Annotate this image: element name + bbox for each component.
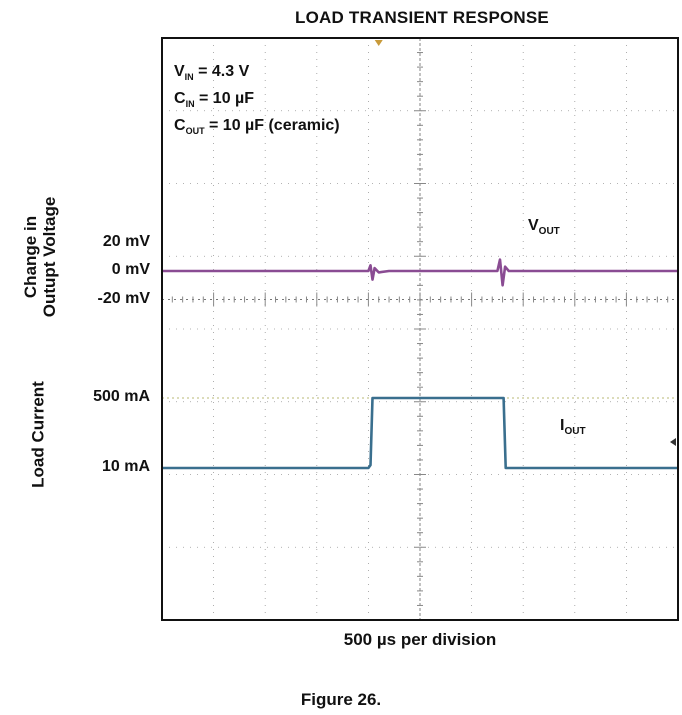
plot-annotations: VIN = 4.3 V CIN = 10 µF COUT = 10 µF (cera… (174, 40, 676, 446)
voltage-tick-label: 20 mV (102, 232, 150, 250)
test-condition-3: COUT = 10 µF (ceramic) (174, 117, 340, 136)
series-lines (162, 258, 678, 470)
vout-trace (162, 258, 678, 287)
iout-trace (162, 396, 678, 470)
current-tick-label: 500 mA (93, 388, 150, 405)
figure-caption: Figure 26. (300, 690, 382, 709)
iout-label: IOUT (560, 417, 586, 437)
vout-label: VOUT (528, 217, 560, 237)
current-tick-label: 10 mA (101, 458, 150, 475)
plot-frame (161, 37, 679, 621)
chart-title: LOAD TRANSIENT RESPONSE (295, 8, 549, 27)
test-condition-1: VIN = 4.3 V (174, 63, 250, 82)
trigger-marker-icon (374, 40, 383, 46)
test-condition-2: CIN = 10 µF (174, 90, 254, 109)
voltage-tick-label: 0 mV (111, 261, 150, 278)
x-axis-label: 500 µs per division (343, 630, 497, 649)
channel-marker-icon (670, 438, 676, 446)
voltage-tick-label: -20 mV (97, 289, 150, 307)
